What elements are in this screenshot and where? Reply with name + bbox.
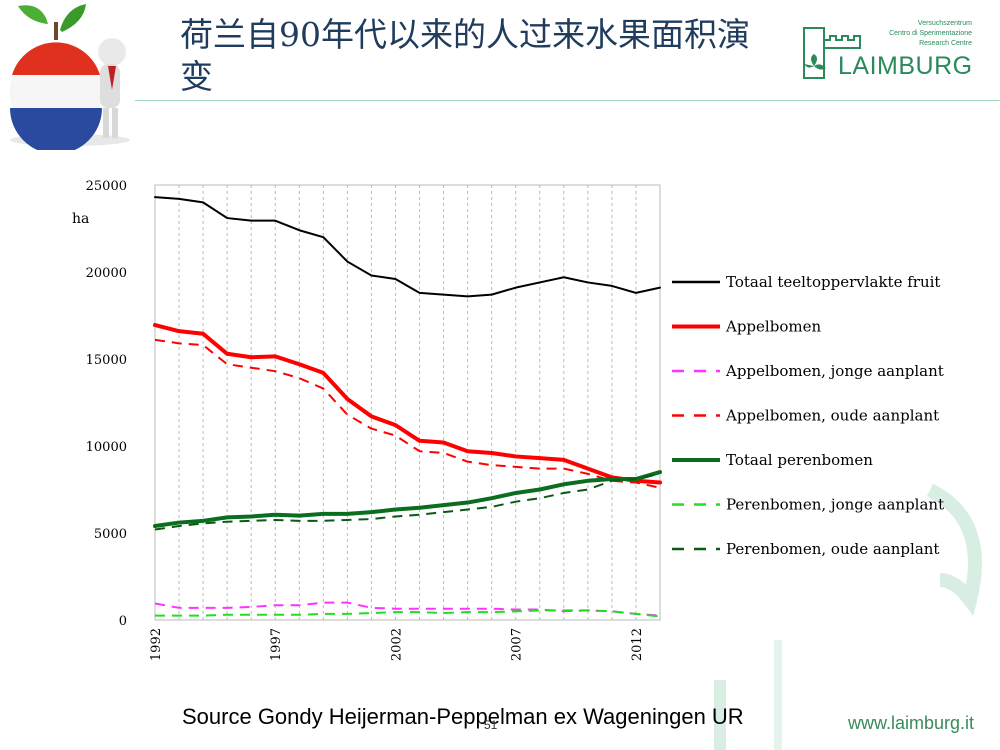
- logo-name: LAIMBURG: [838, 52, 973, 80]
- logo-line-3: Research Centre: [919, 40, 972, 47]
- y-tick-label: 25000: [86, 179, 127, 194]
- y-tick-label: 15000: [86, 353, 127, 368]
- y-tick-label: 5000: [94, 527, 127, 542]
- series-line-2: [153, 323, 662, 485]
- legend-label: Appelbomen: [725, 318, 821, 336]
- series-line-3: [154, 601, 661, 617]
- y-tick-label: 10000: [86, 440, 127, 455]
- series-line-5: [153, 470, 662, 529]
- y-tick-label: 20000: [86, 266, 127, 281]
- series-line-1: [154, 196, 661, 298]
- logo-line-1: Versuchszentrum: [917, 20, 972, 27]
- legend-label: Appelbomen, jonge aanplant: [725, 362, 944, 380]
- legend-label: Perenbomen, oude aanplant: [726, 540, 939, 558]
- apple-mascot-image: [10, 4, 130, 150]
- source-citation: Source Gondy Heijerman-Peppelman ex Wage…: [182, 704, 744, 729]
- website-link[interactable]: www.laimburg.it: [848, 713, 975, 733]
- series-line-4: [154, 338, 661, 489]
- legend-label: Totaal perenbomen: [726, 451, 873, 469]
- legend-label: Perenbomen, jonge aanplant: [726, 496, 944, 514]
- y-tick-label: 0: [119, 614, 127, 629]
- x-tick-label: 1992: [149, 628, 164, 661]
- x-tick-label: 2012: [630, 628, 645, 661]
- page-number: 51: [484, 718, 498, 732]
- x-tick-label: 2002: [389, 628, 404, 661]
- page-title: 荷兰自90年代以来的人过来水果面积演变: [180, 15, 750, 96]
- plot-area: [154, 184, 661, 621]
- header-divider: [135, 100, 1000, 101]
- line-chart: 0 5000 10000 15000 20000 25000 ha 1992 1997 2002 2…: [72, 179, 944, 661]
- legend-label: Totaal teeltoppervlakte fruit: [726, 273, 940, 291]
- laimburg-logo-image: [803, 27, 861, 79]
- x-tick-label: 1997: [269, 628, 284, 661]
- x-tick-label: 2007: [510, 628, 525, 661]
- series-line-6: [155, 609, 661, 618]
- logo-line-2: Centro di Sperimentazione: [889, 30, 972, 37]
- decorative-arcs: [714, 483, 982, 750]
- legend-label: Appelbomen, oude aanplant: [725, 407, 939, 425]
- y-axis-label: ha: [72, 211, 89, 227]
